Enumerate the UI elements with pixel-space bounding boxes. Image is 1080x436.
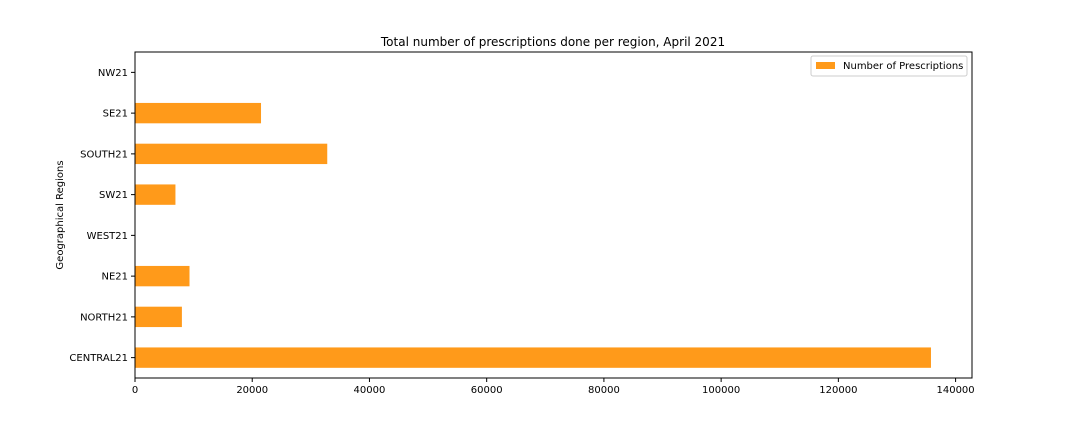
legend-box [810,55,968,77]
x-tick-label: 80000 [588,385,620,396]
y-tick-label: SOUTH21 [80,149,128,160]
x-tick-label: 120000 [819,385,857,396]
x-tick-label: 20000 [236,385,268,396]
plot-frame [134,51,973,379]
bar-se21 [135,102,262,124]
x-tick-label: 60000 [471,385,503,396]
legend-swatch [816,62,835,69]
bar-ne21 [135,265,190,287]
x-tick-label: 100000 [702,385,740,396]
legend: Number of Prescriptions [810,55,968,77]
y-tick-label: NE21 [101,272,128,283]
y-axis-ticks: CENTRAL21 NORTH21 NE21 WEST21 SW21 SOUTH21 SE2… [69,68,135,364]
y-tick-label: NW21 [98,68,128,79]
y-tick-label: NORTH21 [80,312,128,323]
y-tick-label: WEST21 [87,231,128,242]
bar-south21 [135,143,328,165]
y-tick-label: CENTRAL21 [69,353,128,364]
y-tick-label: SE21 [103,109,128,120]
bar-north21 [135,306,182,328]
bars [135,102,931,368]
x-tick-label: 40000 [354,385,386,396]
y-axis-label: Geographical Regions [55,160,66,269]
bar-sw21 [135,184,176,205]
y-tick-label: SW21 [99,190,128,201]
x-tick-label: 0 [132,385,138,396]
legend-label: Number of Prescriptions [843,61,963,72]
x-tick-label: 140000 [936,385,974,396]
x-axis-ticks: 0 20000 40000 60000 80000 100000 120000 140000 [132,378,975,396]
chart-title: Total number of prescriptions done per r… [380,35,725,49]
bar-central21 [135,347,931,368]
